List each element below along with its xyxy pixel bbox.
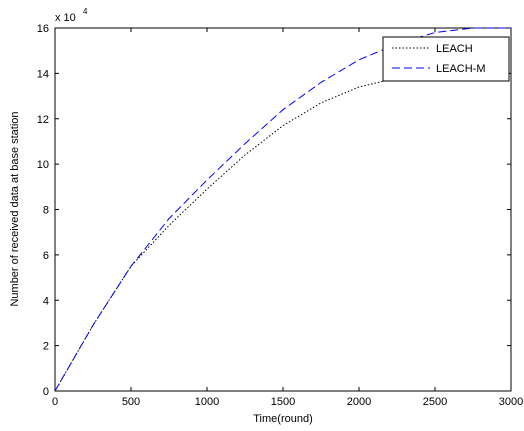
y-tick-label: 12 [37,114,49,126]
x-tick-label: 1500 [271,396,295,408]
y-multiplier-base: x 10 [55,12,76,24]
y-multiplier-exponent: 4 [83,7,88,16]
x-tick-label: 3000 [499,396,523,408]
y-axis-label: Number of received data at base station [9,111,21,306]
series-line-leach [54,50,512,392]
y-tick-label: 8 [43,205,49,217]
y-tick-label: 6 [43,250,49,262]
y-tick-label: 0 [43,386,49,398]
x-tick-label: 2000 [347,396,371,408]
y-tick-label: 2 [43,341,49,353]
y-tick-label: 16 [37,23,49,35]
y-tick-label: 14 [37,68,49,80]
y-axis: 0 2 4 6 8 10 12 14 16 [37,23,511,398]
x-axis-label: Time(round) [253,413,313,425]
x-tick-label: 0 [52,396,58,408]
y-tick-label: 4 [43,295,49,307]
series-lines [54,27,512,392]
legend-label-leach-m: LEACH-M [436,63,486,75]
series-line-leach-m [54,27,511,392]
legend-box [382,36,510,82]
legend-label-leach: LEACH [436,43,473,55]
x-tick-label: 500 [122,396,140,408]
plot-area [54,27,512,392]
x-tick-label: 2500 [423,396,447,408]
x-tick-label: 1000 [195,396,219,408]
legend: LEACH LEACH-M [382,36,510,82]
y-tick-label: 10 [37,159,49,171]
x-axis: 0 500 1000 1500 2000 2500 3000 [52,28,523,408]
